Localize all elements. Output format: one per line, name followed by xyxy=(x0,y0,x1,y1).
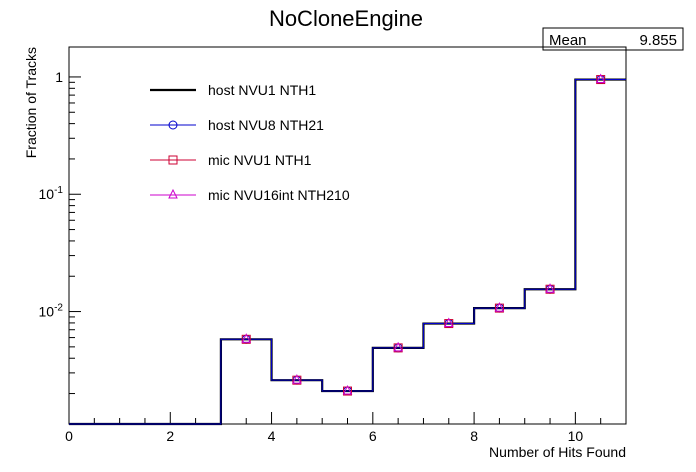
data-point xyxy=(292,374,302,384)
legend-item: host NVU1 NTH1 xyxy=(150,82,316,98)
legend-label: host NVU8 NTH21 xyxy=(208,117,324,133)
legend: host NVU1 NTH1 host NVU8 NTH21 mic NVU1 NT… xyxy=(150,82,350,203)
chart-title: NoCloneEngine xyxy=(269,6,423,31)
y-axis: 10-2 10-1 1 xyxy=(39,69,81,395)
y-tick-label: 10-1 xyxy=(39,185,64,202)
series-step-line xyxy=(69,78,626,426)
x-axis: 0 2 4 6 8 10 xyxy=(65,412,627,444)
series-0 xyxy=(69,78,626,426)
legend-item: host NVU8 NTH21 xyxy=(150,117,324,133)
legend-label: mic NVU16int NTH210 xyxy=(208,187,350,203)
x-axis-label: Number of Hits Found xyxy=(489,444,626,460)
stats-label: Mean xyxy=(549,32,587,49)
data-point xyxy=(494,301,505,312)
data-point xyxy=(595,73,606,84)
stats-value: 9.855 xyxy=(639,32,677,49)
y-tick-label: 10-2 xyxy=(39,303,64,320)
legend-marker xyxy=(168,120,178,130)
legend-marker xyxy=(168,155,178,165)
data-point xyxy=(393,341,403,352)
series-layer xyxy=(69,73,626,426)
x-tick-label: 8 xyxy=(470,428,478,444)
data-point xyxy=(241,333,252,343)
plot-frame xyxy=(68,46,627,425)
x-tick-label: 0 xyxy=(65,428,73,444)
series-step-line xyxy=(69,79,626,425)
legend-label: mic NVU1 NTH1 xyxy=(208,152,312,168)
x-tick-label: 2 xyxy=(166,428,174,444)
legend-item: mic NVU16int NTH210 xyxy=(150,187,350,203)
series-3 xyxy=(241,73,606,395)
y-tick-label: 1 xyxy=(55,69,63,85)
data-point xyxy=(545,283,555,293)
stats-box-frame xyxy=(542,27,684,51)
stats-box: Mean 9.855 xyxy=(542,27,684,51)
y-axis-label: Fraction of Tracks xyxy=(23,47,39,158)
series-1 xyxy=(69,75,626,425)
x-tick-label: 10 xyxy=(568,428,584,444)
legend-item: mic NVU1 NTH1 xyxy=(150,152,312,168)
legend-label: host NVU1 NTH1 xyxy=(208,82,316,98)
legend-marker xyxy=(168,188,178,199)
x-tick-label: 4 xyxy=(268,428,276,444)
data-point xyxy=(342,384,353,395)
data-point xyxy=(443,317,454,328)
x-tick-label: 6 xyxy=(369,428,377,444)
